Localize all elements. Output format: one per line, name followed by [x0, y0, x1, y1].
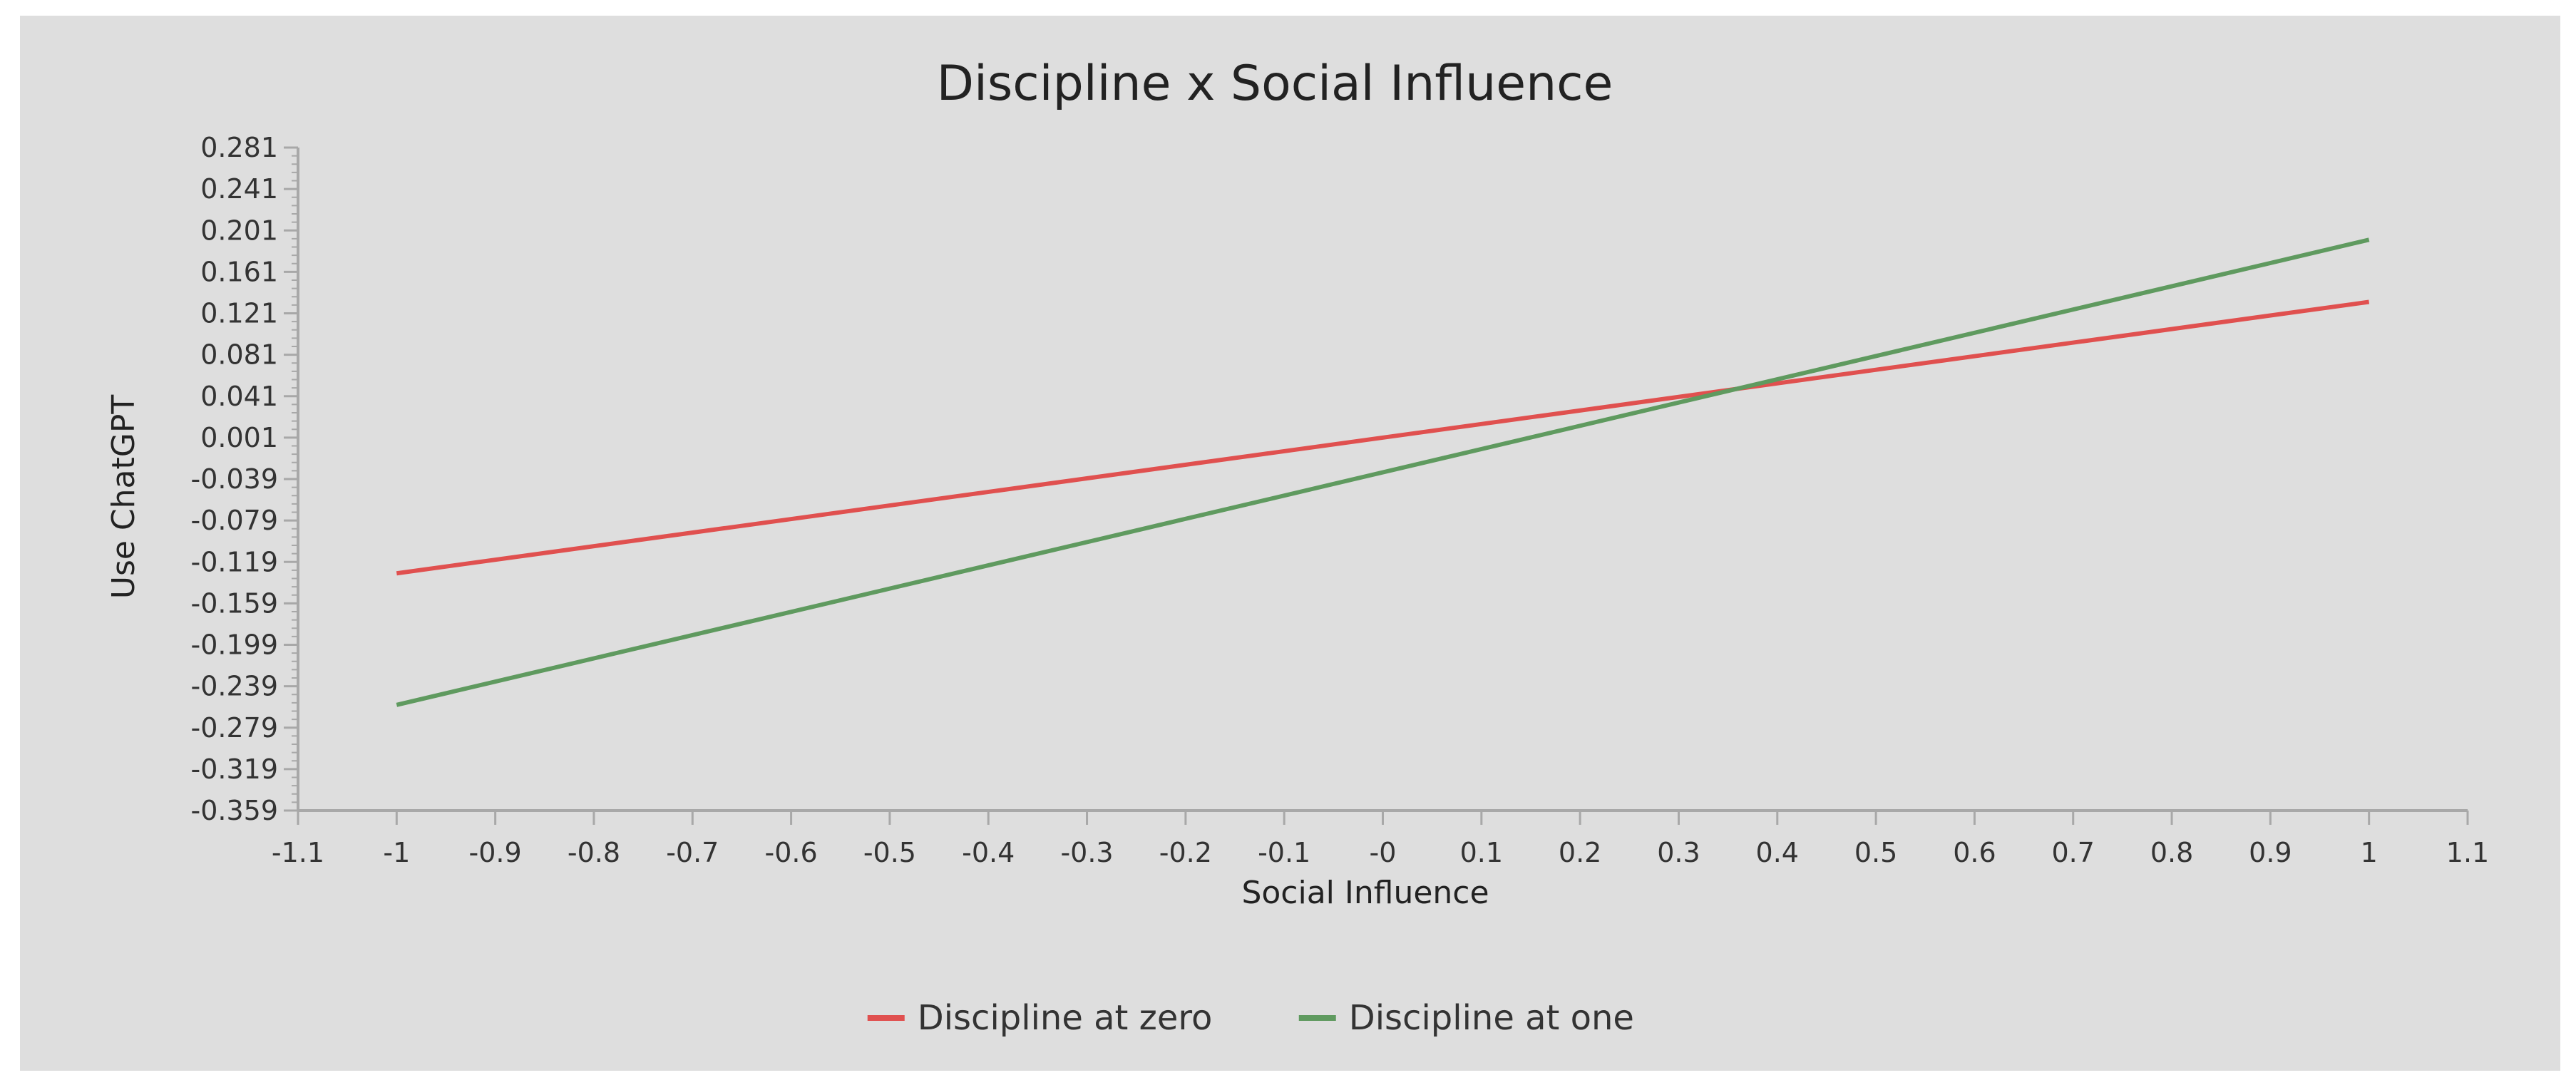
x-axis: -1.1 -1 -0.9 -0.8 -0.7 -0.6 -0.5 -0.4 -0.3 -0.2 -0… — [272, 809, 2489, 868]
y-tick-label: -0.079 — [191, 505, 279, 536]
x-tick-label: 1 — [2361, 837, 2378, 868]
x-tick-label: -0.4 — [962, 837, 1015, 868]
x-tick-label: -0.9 — [469, 837, 522, 868]
x-tick-label: -0.7 — [666, 837, 719, 868]
y-axis-label: Use ChatGPT — [106, 395, 142, 600]
legend-label-1: Discipline at zero — [918, 998, 1213, 1038]
x-tick-label: 0.9 — [2249, 837, 2292, 868]
x-tick-label: -1 — [383, 837, 410, 868]
y-tick-label: 0.241 — [200, 173, 278, 205]
x-tick-label: -0.5 — [863, 837, 916, 868]
chart-panel: Discipline x Social Influence 0.281 0.241… — [20, 16, 2560, 1071]
y-axis: 0.281 0.241 0.201 0.161 0.121 0.081 0.041 0.001… — [191, 132, 299, 826]
y-tick-label: 0.201 — [200, 215, 278, 246]
y-tick-label: -0.359 — [191, 795, 279, 826]
x-tick-label: 0.8 — [2150, 837, 2193, 868]
y-tick-label: -0.039 — [191, 463, 279, 495]
y-tick-label: 0.121 — [200, 298, 278, 329]
series-line-1 — [396, 299, 2370, 576]
x-tick-label: -0.6 — [765, 837, 818, 868]
x-tick-label: 1.1 — [2446, 837, 2489, 868]
x-tick-label: -0 — [1370, 837, 1397, 868]
x-tick-label: 0.5 — [1854, 837, 1897, 868]
y-tick-label: 0.041 — [200, 381, 278, 412]
x-tick-label: 0.1 — [1460, 837, 1503, 868]
x-tick-label: -0.8 — [568, 837, 620, 868]
y-tick-label: -0.159 — [191, 587, 279, 619]
x-tick-label: 0.2 — [1559, 837, 1601, 868]
y-tick-label: -0.319 — [191, 754, 279, 785]
x-tick-label: -0.1 — [1258, 837, 1310, 868]
y-tick-label: -0.199 — [191, 629, 279, 661]
y-tick-label: -0.119 — [191, 546, 279, 577]
x-tick-label: 0.6 — [1953, 837, 1996, 868]
y-tick-label: 0.161 — [200, 256, 278, 287]
y-tick-label: 0.001 — [200, 422, 278, 453]
y-tick-label: 0.081 — [200, 339, 278, 371]
chart-title: Discipline x Social Influence — [937, 56, 1613, 112]
line-chart: Discipline x Social Influence 0.281 0.241… — [106, 56, 2489, 1038]
legend: Discipline at zero Discipline at one — [867, 998, 1634, 1038]
x-axis-label: Social Influence — [1241, 875, 1489, 911]
y-tick-label: -0.279 — [191, 712, 279, 744]
x-tick-label: -1.1 — [272, 837, 324, 868]
y-tick-label: -0.239 — [191, 671, 279, 702]
x-tick-label: 0.3 — [1657, 837, 1700, 868]
x-tick-label: 0.7 — [2052, 837, 2095, 868]
y-tick-label: 0.281 — [200, 132, 278, 163]
x-tick-label: -0.2 — [1159, 837, 1212, 868]
legend-label-2: Discipline at one — [1349, 998, 1634, 1038]
x-tick-label: -0.3 — [1060, 837, 1113, 868]
x-tick-label: 0.4 — [1756, 837, 1799, 868]
plot-lines — [396, 237, 2370, 707]
series-line-2 — [396, 237, 2370, 707]
